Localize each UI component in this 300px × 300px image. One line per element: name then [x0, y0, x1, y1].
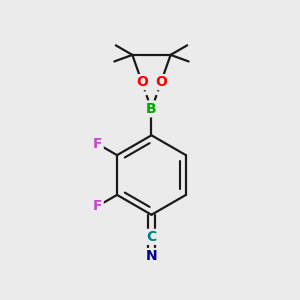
Text: C: C [146, 230, 157, 244]
Text: F: F [93, 137, 103, 151]
Text: O: O [136, 75, 148, 89]
Text: O: O [155, 75, 167, 89]
Text: B: B [146, 102, 157, 116]
Text: F: F [93, 199, 103, 213]
Text: N: N [146, 249, 157, 263]
